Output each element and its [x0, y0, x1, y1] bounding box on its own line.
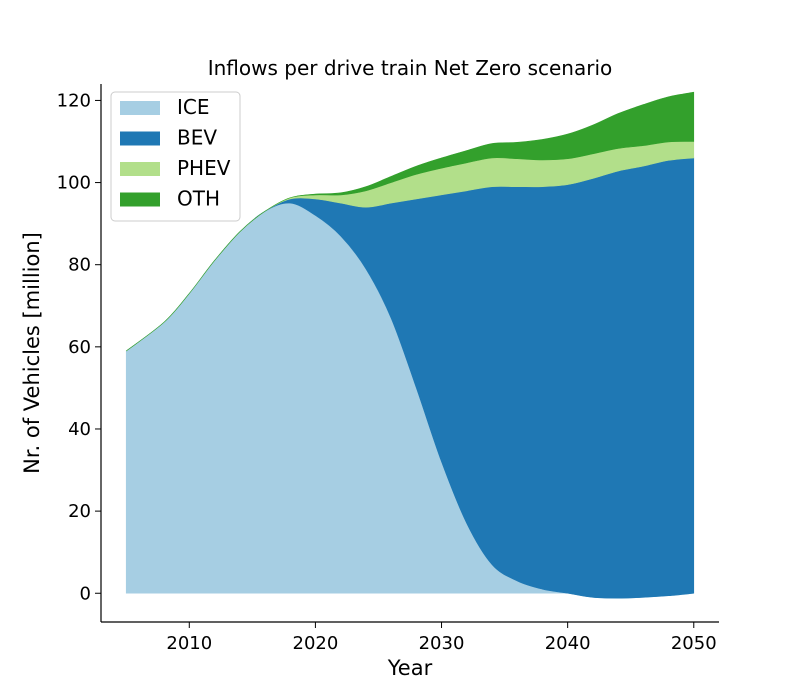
legend-label-bev: BEV — [177, 126, 217, 150]
x-tick-label: 2050 — [671, 633, 717, 654]
legend-label-ice: ICE — [177, 95, 210, 119]
y-tick-label: 80 — [68, 255, 91, 276]
y-tick-label: 40 — [68, 419, 91, 440]
legend-label-oth: OTH — [177, 187, 220, 211]
x-axis-ticks: 2010 2020 2030 2040 2050 — [166, 622, 717, 654]
y-tick-label: 120 — [57, 90, 91, 111]
legend-swatch-bev — [120, 131, 160, 146]
legend-swatch-oth — [120, 192, 160, 207]
x-tick-label: 2040 — [545, 633, 591, 654]
legend: ICE BEV PHEV OTH — [110, 91, 241, 222]
legend-frame — [110, 91, 241, 222]
x-tick-label: 2020 — [293, 633, 339, 654]
y-axis-label: Nr. of Vehicles [million] — [20, 232, 44, 474]
chart-title: Inflows per drive train Net Zero scenari… — [208, 56, 613, 80]
y-tick-label: 60 — [68, 337, 91, 358]
legend-swatch-ice — [120, 101, 160, 115]
x-tick-label: 2030 — [419, 633, 465, 654]
area-layers — [125, 91, 695, 599]
x-axis-label: Year — [387, 656, 433, 680]
area-oth — [126, 91, 695, 352]
y-tick-label: 100 — [57, 173, 91, 194]
y-axis-ticks: 0 20 40 60 80 100 120 — [57, 90, 101, 604]
y-tick-label: 0 — [80, 583, 91, 604]
y-tick-label: 20 — [68, 501, 91, 522]
axes — [100, 84, 719, 623]
legend-swatch-phev — [120, 162, 160, 176]
x-tick-label: 2010 — [166, 633, 212, 654]
legend-label-phev: PHEV — [177, 156, 231, 180]
